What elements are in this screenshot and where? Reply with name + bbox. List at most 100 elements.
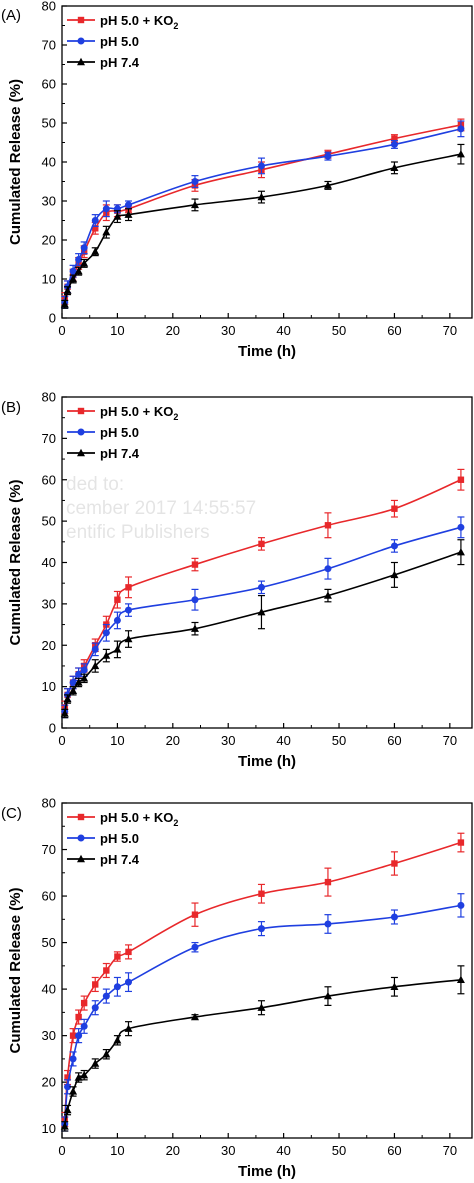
data-point <box>456 150 465 158</box>
panel-label: (C) <box>1 805 22 822</box>
data-point <box>190 200 199 209</box>
data-point <box>323 181 332 189</box>
y-tick-label: 50 <box>42 935 56 950</box>
data-point <box>80 1022 88 1030</box>
data-point <box>113 983 121 991</box>
data-point <box>124 210 133 218</box>
data-point <box>124 978 132 986</box>
series-line <box>63 124 462 299</box>
data-point <box>390 982 399 990</box>
data-point <box>258 890 265 897</box>
watermark-text: entific Publishers <box>66 522 210 543</box>
series-line <box>63 979 462 1127</box>
data-point <box>324 878 332 886</box>
data-point <box>190 624 199 632</box>
data-point <box>80 666 88 674</box>
x-tick-label: 10 <box>110 323 124 338</box>
x-tick-label: 60 <box>387 733 401 748</box>
data-point <box>113 212 122 220</box>
y-tick-label: 70 <box>42 431 56 446</box>
legend-marker <box>77 16 85 24</box>
data-point <box>103 967 110 974</box>
data-point <box>75 670 83 678</box>
data-point <box>63 1105 72 1114</box>
data-point <box>80 244 88 252</box>
data-point <box>191 561 199 568</box>
data-point <box>124 1024 133 1032</box>
data-point <box>456 547 465 556</box>
x-axis-title: Time (h) <box>238 753 296 770</box>
chart-panel-1: 0 10 20 30 40 50 60 70 80 0 10 20 30 40 50 60 70 Time (h)… <box>1 0 473 360</box>
x-tick-label: 70 <box>443 323 457 338</box>
data-point <box>391 860 398 867</box>
watermark-text: ded to: <box>66 474 124 495</box>
data-point <box>60 300 69 308</box>
y-tick-label: 50 <box>42 514 56 529</box>
y-tick-label: 30 <box>42 1028 56 1043</box>
y-tick-label: 70 <box>42 38 56 53</box>
series-circle <box>61 516 465 719</box>
x-tick-label: 60 <box>387 323 401 338</box>
data-point <box>69 678 77 686</box>
data-point <box>80 1070 89 1079</box>
x-tick-label: 30 <box>221 1143 235 1158</box>
data-point <box>125 584 132 591</box>
data-point <box>102 1050 111 1058</box>
x-tick-label: 20 <box>166 733 180 748</box>
legend-marker <box>77 813 85 821</box>
y-tick-label: 30 <box>42 194 56 209</box>
data-point <box>324 522 332 529</box>
legend-label-main: pH 5.0 + KO <box>100 810 173 825</box>
legend-label-main: pH 5.0 <box>100 425 139 440</box>
data-point <box>75 256 83 263</box>
x-tick-label: 60 <box>387 1143 401 1158</box>
data-point <box>80 259 89 267</box>
y-tick-label: 80 <box>42 0 56 14</box>
legend-label-main: pH 7.4 <box>100 446 140 461</box>
data-point <box>74 678 83 686</box>
data-point <box>323 991 332 1000</box>
data-point <box>74 1073 83 1081</box>
data-point <box>75 1013 82 1021</box>
legend-label: pH 5.0 + KO2 <box>100 13 178 31</box>
data-point <box>60 1122 69 1130</box>
series-triangle <box>60 539 465 719</box>
data-point <box>64 1074 71 1081</box>
series-triangle <box>60 143 465 309</box>
x-tick-label: 10 <box>110 733 124 748</box>
data-point <box>91 1059 100 1067</box>
y-tick-label: 70 <box>42 842 56 857</box>
legend-label: pH 7.4 <box>100 446 140 461</box>
data-point <box>258 540 265 548</box>
series-square <box>61 832 465 1127</box>
legend-marker <box>77 834 85 842</box>
y-tick-label: 10 <box>42 679 56 694</box>
legend-label: pH 7.4 <box>100 55 140 70</box>
x-tick-label: 40 <box>276 733 290 748</box>
y-tick-label: 20 <box>42 638 56 653</box>
data-point <box>63 286 72 294</box>
data-point <box>69 686 78 694</box>
x-tick-label: 30 <box>221 733 235 748</box>
data-point <box>75 1032 83 1040</box>
y-tick-label: 50 <box>42 116 56 131</box>
data-point <box>114 596 121 603</box>
data-point <box>191 943 199 951</box>
plot-frame <box>61 5 473 319</box>
legend-marker <box>77 57 85 66</box>
y-tick-label: 60 <box>42 77 56 92</box>
data-point <box>191 911 199 918</box>
y-tick-label: 0 <box>49 311 56 326</box>
legend-label: pH 5.0 <box>100 425 139 440</box>
series-line <box>63 526 462 712</box>
y-tick-label: 60 <box>42 472 56 487</box>
data-point <box>80 999 88 1007</box>
data-point <box>69 267 77 275</box>
legend-label-main: pH 5.0 <box>100 831 139 846</box>
y-tick-label: 20 <box>42 1075 56 1090</box>
x-tick-label: 70 <box>443 733 457 748</box>
data-point <box>391 505 398 512</box>
data-point <box>113 1036 122 1044</box>
data-point <box>91 247 100 255</box>
data-point <box>91 661 100 670</box>
